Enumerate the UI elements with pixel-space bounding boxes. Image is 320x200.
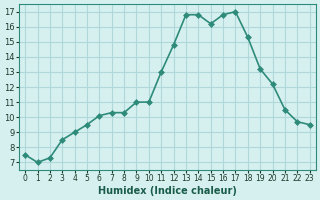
X-axis label: Humidex (Indice chaleur): Humidex (Indice chaleur) [98, 186, 237, 196]
